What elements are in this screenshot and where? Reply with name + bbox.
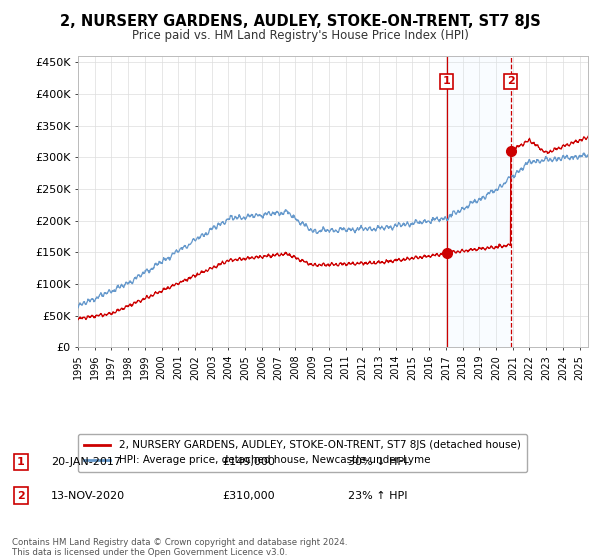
Text: 20-JAN-2017: 20-JAN-2017 <box>51 457 121 467</box>
Text: £149,000: £149,000 <box>222 457 275 467</box>
Text: Price paid vs. HM Land Registry's House Price Index (HPI): Price paid vs. HM Land Registry's House … <box>131 29 469 42</box>
Text: 1: 1 <box>443 76 451 86</box>
Text: 30% ↓ HPI: 30% ↓ HPI <box>348 457 407 467</box>
Text: £310,000: £310,000 <box>222 491 275 501</box>
Legend: 2, NURSERY GARDENS, AUDLEY, STOKE-ON-TRENT, ST7 8JS (detached house), HPI: Avera: 2, NURSERY GARDENS, AUDLEY, STOKE-ON-TRE… <box>78 434 527 472</box>
Text: 1: 1 <box>17 457 25 467</box>
Text: 2: 2 <box>17 491 25 501</box>
Text: 2, NURSERY GARDENS, AUDLEY, STOKE-ON-TRENT, ST7 8JS: 2, NURSERY GARDENS, AUDLEY, STOKE-ON-TRE… <box>59 14 541 29</box>
Text: 23% ↑ HPI: 23% ↑ HPI <box>348 491 407 501</box>
Text: 2: 2 <box>506 76 514 86</box>
Bar <box>447 56 511 347</box>
Text: 13-NOV-2020: 13-NOV-2020 <box>51 491 125 501</box>
Text: Contains HM Land Registry data © Crown copyright and database right 2024.
This d: Contains HM Land Registry data © Crown c… <box>12 538 347 557</box>
